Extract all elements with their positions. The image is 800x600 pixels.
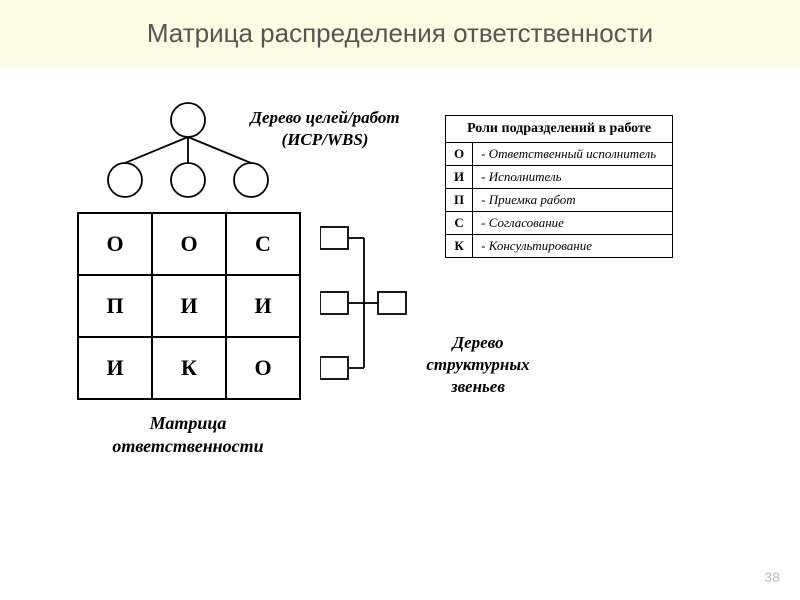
wbs-root-node <box>171 103 205 137</box>
matrix-row: И К О <box>78 337 300 399</box>
obs-leaf-node <box>320 357 348 379</box>
matrix-cell: О <box>78 213 152 275</box>
role-desc: - Приемка работ <box>473 189 673 212</box>
role-code: О <box>446 143 473 166</box>
role-code: К <box>446 235 473 258</box>
obs-tree-diagram <box>320 217 420 397</box>
obs-tree-label: Дерево структурных звеньев <box>408 332 548 398</box>
title-bar: Матрица распределения ответственности <box>0 0 800 67</box>
matrix-cell: О <box>226 337 300 399</box>
obs-label-line2: структурных <box>426 355 529 374</box>
obs-root-node <box>378 292 406 314</box>
matrix-cell: О <box>152 213 226 275</box>
obs-leaf-node <box>320 292 348 314</box>
matrix-cell: И <box>78 337 152 399</box>
matrix-cell: П <box>78 275 152 337</box>
matrix-cell: И <box>226 275 300 337</box>
matrix-label-line1: Матрица <box>150 413 227 433</box>
roles-row: И - Исполнитель <box>446 166 673 189</box>
matrix-label: Матрица ответственности <box>77 412 299 459</box>
matrix-label-line2: ответственности <box>112 436 263 456</box>
roles-header: Роли подразделений в работе <box>446 116 673 143</box>
role-desc: - Консультирование <box>473 235 673 258</box>
role-code: С <box>446 212 473 235</box>
slide-number: 38 <box>764 569 780 585</box>
role-desc: - Согласование <box>473 212 673 235</box>
matrix-row: П И И <box>78 275 300 337</box>
wbs-label-line1: Дерево целей/работ <box>250 108 399 127</box>
matrix-cell: К <box>152 337 226 399</box>
matrix-row: О О С <box>78 213 300 275</box>
roles-row: О - Ответственный исполнитель <box>446 143 673 166</box>
content-area: Дерево целей/работ (ИСР/WBS) О О С П И И… <box>0 67 800 597</box>
role-code: И <box>446 166 473 189</box>
matrix-cell: С <box>226 213 300 275</box>
obs-leaf-node <box>320 227 348 249</box>
page-title: Матрица распределения ответственности <box>0 18 800 49</box>
wbs-tree-label: Дерево целей/работ (ИСР/WBS) <box>235 107 415 151</box>
wbs-child-node <box>171 163 205 197</box>
roles-row: П - Приемка работ <box>446 189 673 212</box>
roles-row: С - Согласование <box>446 212 673 235</box>
obs-label-line1: Дерево <box>452 333 503 352</box>
responsibility-matrix: О О С П И И И К О <box>77 212 301 400</box>
roles-legend-table: Роли подразделений в работе О - Ответств… <box>445 115 673 258</box>
wbs-label-line2: (ИСР/WBS) <box>282 130 369 149</box>
wbs-child-node <box>234 163 268 197</box>
matrix-cell: И <box>152 275 226 337</box>
role-desc: - Ответственный исполнитель <box>473 143 673 166</box>
role-desc: - Исполнитель <box>473 166 673 189</box>
obs-label-line3: звеньев <box>451 377 505 396</box>
role-code: П <box>446 189 473 212</box>
wbs-child-node <box>108 163 142 197</box>
roles-row: К - Консультирование <box>446 235 673 258</box>
